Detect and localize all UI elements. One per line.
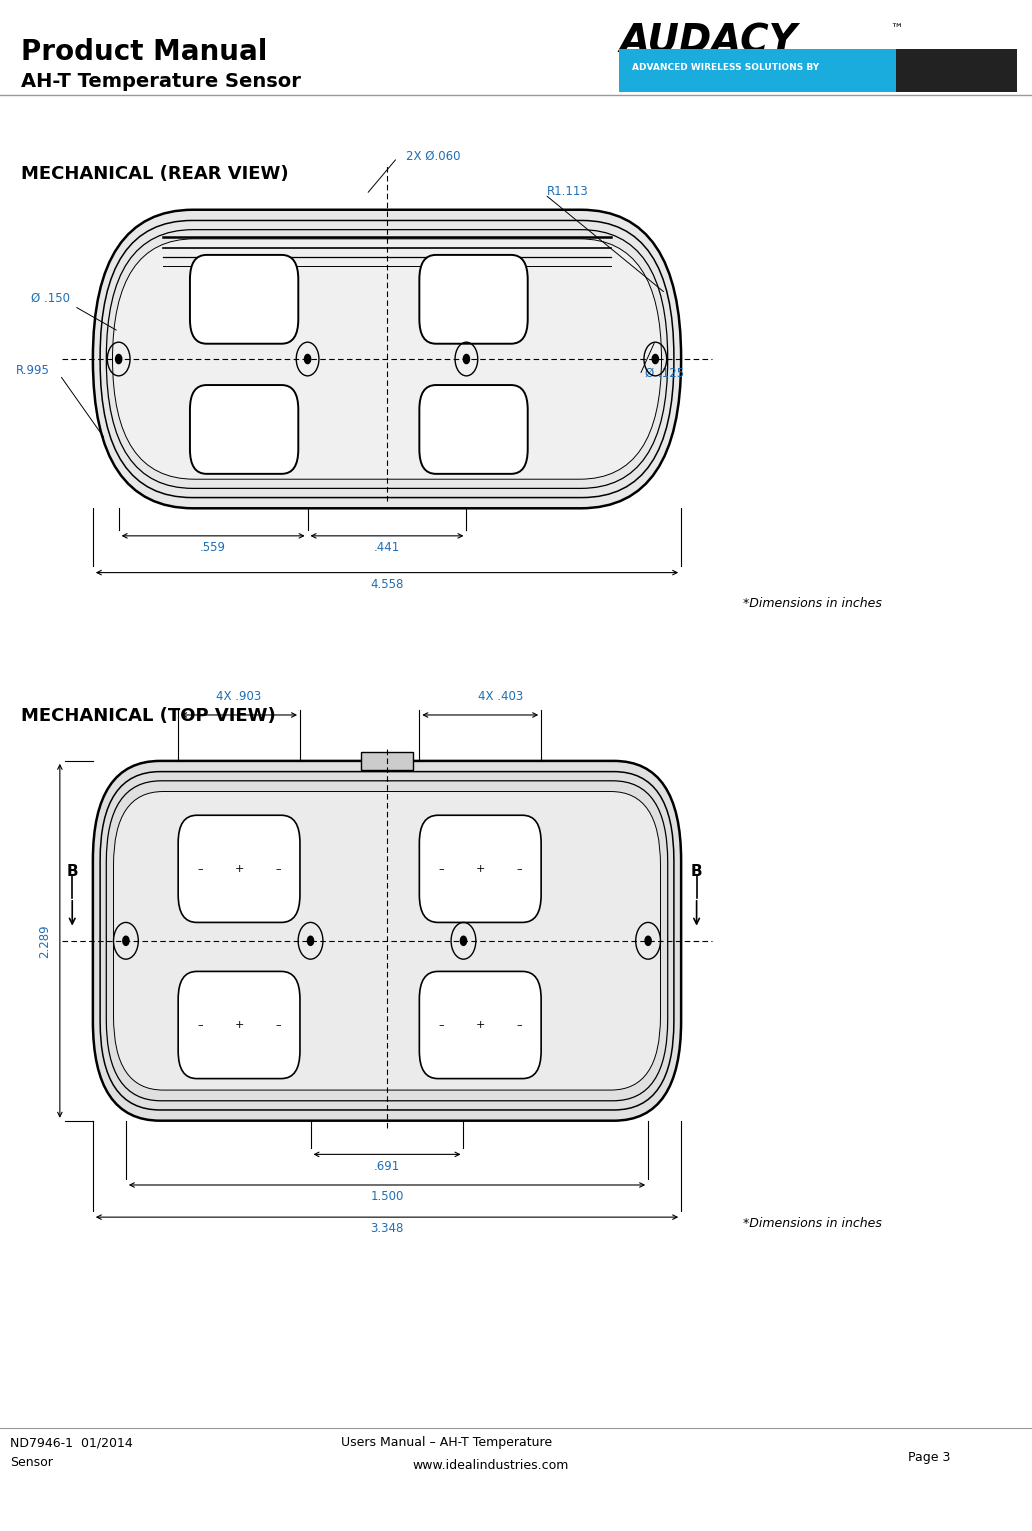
Text: AH-T Temperature Sensor: AH-T Temperature Sensor bbox=[21, 72, 300, 90]
Text: 4X .903: 4X .903 bbox=[217, 689, 262, 703]
Text: B: B bbox=[690, 865, 703, 879]
Circle shape bbox=[652, 354, 658, 363]
Text: +: + bbox=[476, 863, 485, 874]
FancyBboxPatch shape bbox=[419, 384, 527, 473]
Text: –: – bbox=[276, 863, 281, 874]
FancyBboxPatch shape bbox=[419, 971, 541, 1078]
FancyBboxPatch shape bbox=[114, 792, 660, 1090]
Text: MECHANICAL (REAR VIEW): MECHANICAL (REAR VIEW) bbox=[21, 165, 288, 184]
Text: –: – bbox=[516, 1020, 522, 1030]
Circle shape bbox=[304, 354, 311, 363]
Text: 1.500: 1.500 bbox=[370, 1190, 404, 1203]
Text: –: – bbox=[276, 1020, 281, 1030]
FancyBboxPatch shape bbox=[419, 254, 527, 343]
Text: –: – bbox=[516, 863, 522, 874]
Text: Sensor: Sensor bbox=[10, 1456, 54, 1468]
Text: 4.558: 4.558 bbox=[370, 577, 404, 591]
Text: B: B bbox=[66, 865, 78, 879]
Circle shape bbox=[116, 354, 122, 363]
FancyBboxPatch shape bbox=[179, 814, 300, 922]
FancyBboxPatch shape bbox=[179, 971, 300, 1078]
Text: –: – bbox=[439, 863, 444, 874]
Text: –: – bbox=[439, 1020, 444, 1030]
Text: +: + bbox=[234, 863, 244, 874]
Bar bbox=[619, 49, 1017, 92]
FancyBboxPatch shape bbox=[93, 761, 681, 1121]
Text: ™: ™ bbox=[891, 23, 903, 35]
Text: Ø .150: Ø .150 bbox=[31, 292, 70, 305]
FancyBboxPatch shape bbox=[190, 254, 298, 343]
FancyBboxPatch shape bbox=[93, 210, 681, 508]
Text: 4X .403: 4X .403 bbox=[478, 689, 523, 703]
Text: –: – bbox=[197, 1020, 203, 1030]
Text: –: – bbox=[197, 863, 203, 874]
Text: 2.289: 2.289 bbox=[38, 925, 51, 957]
Text: Users Manual – AH-T Temperature: Users Manual – AH-T Temperature bbox=[341, 1436, 552, 1448]
Text: IDEAL: IDEAL bbox=[941, 63, 972, 72]
FancyBboxPatch shape bbox=[112, 239, 662, 479]
Text: .559: .559 bbox=[200, 540, 226, 554]
Text: ADVANCED WIRELESS SOLUTIONS BY: ADVANCED WIRELESS SOLUTIONS BY bbox=[632, 63, 818, 72]
FancyBboxPatch shape bbox=[190, 384, 298, 473]
Text: 3.348: 3.348 bbox=[370, 1222, 404, 1236]
Bar bbox=[896, 49, 1017, 92]
FancyBboxPatch shape bbox=[419, 814, 541, 922]
Circle shape bbox=[460, 935, 466, 945]
Text: 2X Ø.060: 2X Ø.060 bbox=[406, 150, 460, 162]
Text: .441: .441 bbox=[374, 540, 400, 554]
Text: ND7946-1  01/2014: ND7946-1 01/2014 bbox=[10, 1436, 133, 1448]
Text: .691: .691 bbox=[374, 1159, 400, 1173]
Text: R1.113: R1.113 bbox=[547, 185, 588, 197]
Text: MECHANICAL (TOP VIEW): MECHANICAL (TOP VIEW) bbox=[21, 707, 276, 726]
Text: AUDACY: AUDACY bbox=[619, 23, 797, 61]
Text: +: + bbox=[234, 1020, 244, 1030]
Text: *Dimensions in inches: *Dimensions in inches bbox=[743, 597, 882, 609]
Text: +: + bbox=[476, 1020, 485, 1030]
Circle shape bbox=[463, 354, 470, 363]
Circle shape bbox=[123, 935, 129, 945]
Circle shape bbox=[308, 935, 314, 945]
Circle shape bbox=[645, 935, 651, 945]
Text: *Dimensions in inches: *Dimensions in inches bbox=[743, 1217, 882, 1229]
Text: www.idealindustries.com: www.idealindustries.com bbox=[413, 1459, 570, 1471]
Text: Ø .125: Ø .125 bbox=[645, 367, 684, 380]
Text: R.995: R.995 bbox=[15, 364, 50, 377]
Text: Product Manual: Product Manual bbox=[21, 38, 267, 66]
Bar bbox=[361, 752, 413, 770]
Text: Page 3: Page 3 bbox=[908, 1451, 950, 1464]
